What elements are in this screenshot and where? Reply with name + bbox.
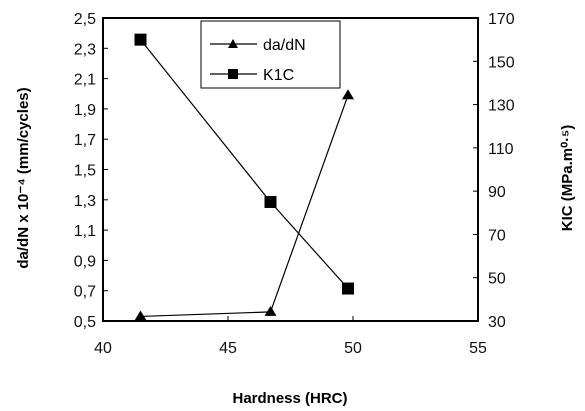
series-layer — [134, 33, 354, 321]
data-point-k1c — [342, 282, 354, 295]
left-axis-title: da/dN x 10⁻⁴ (mm/cycles) — [15, 87, 32, 268]
right-tick-label: 110 — [488, 141, 514, 158]
left-tick-label: 0,9 — [74, 253, 96, 270]
left-tick-label: 1,9 — [74, 102, 96, 119]
data-point-dadn — [134, 310, 147, 321]
data-point-dadn — [264, 305, 277, 316]
left-tick-label: 1,7 — [74, 132, 96, 149]
right-tick-label: 70 — [488, 227, 506, 244]
right-axis-title: KIC (MPa.m⁰·⁵) — [559, 125, 576, 231]
left-tick-label: 1,5 — [74, 163, 96, 180]
left-tick-label: 0,7 — [74, 284, 96, 301]
left-tick-label: 1,3 — [74, 193, 96, 210]
left-tick-label: 0,5 — [74, 314, 96, 331]
legend-marker-k1c — [228, 69, 238, 79]
data-point-k1c — [264, 195, 277, 208]
right-tick-label: 130 — [488, 98, 515, 115]
x-axis: 40 45 50 55 — [94, 316, 487, 357]
legend-box — [200, 20, 341, 89]
data-point-k1c — [134, 33, 147, 46]
x-tick-label: 40 — [94, 340, 112, 357]
left-y-axis: 0,5 0,7 0,9 1,1 1,3 1,5 1,7 1,9 2,1 2,3 2,5 — [74, 11, 108, 331]
data-point-dadn — [342, 89, 354, 100]
legend: da/dN K1C — [200, 20, 341, 89]
x-tick-label: 55 — [469, 340, 487, 357]
x-tick-label: 45 — [219, 340, 237, 357]
legend-label-dadn: da/dN — [263, 37, 306, 54]
left-tick-label: 1,1 — [74, 223, 96, 240]
x-tick-label: 50 — [344, 340, 362, 357]
right-tick-label: 50 — [488, 271, 506, 288]
series-line-dadn — [140, 95, 349, 318]
right-tick-label: 150 — [488, 54, 515, 71]
right-tick-label: 170 — [488, 11, 515, 28]
left-tick-label: 2,3 — [74, 41, 96, 58]
legend-label-k1c: K1C — [263, 67, 294, 84]
right-tick-label: 30 — [488, 314, 506, 331]
x-axis-title: Hardness (HRC) — [232, 390, 347, 407]
right-y-axis: 30 50 70 90 110 130 150 170 — [473, 11, 515, 331]
right-tick-label: 90 — [488, 184, 506, 201]
left-tick-label: 2,5 — [74, 11, 96, 28]
legend-marker-dadn — [228, 39, 238, 48]
left-tick-label: 2,1 — [74, 72, 96, 89]
